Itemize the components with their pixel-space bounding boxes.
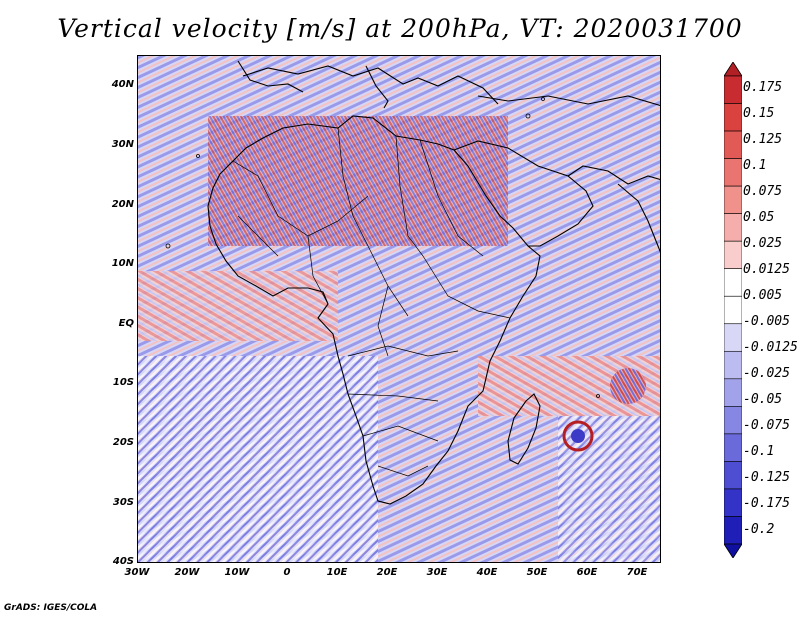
persian-gulf-coastline bbox=[567, 165, 660, 185]
colorbar-label-8: 0.005 bbox=[743, 288, 783, 303]
colorbar-label-2: 0.125 bbox=[743, 132, 783, 147]
arabia-coastline bbox=[453, 140, 594, 247]
lat-label-10s: 10S bbox=[112, 377, 134, 388]
lon-label-50e: 50E bbox=[526, 567, 548, 578]
colorbar-segment bbox=[724, 185, 742, 214]
colorbar-label-5: 0.05 bbox=[743, 210, 775, 225]
colorbar-label-0: 0.175 bbox=[743, 80, 783, 95]
colorbar-segment bbox=[724, 488, 742, 517]
europe-coastline bbox=[242, 65, 499, 105]
colorbar-label-10: -0.0125 bbox=[743, 340, 798, 355]
lon-label-10w: 10W bbox=[224, 567, 250, 578]
colorbar-segment bbox=[724, 213, 742, 242]
colorbar-segment bbox=[724, 378, 742, 407]
colorbar-top-arrow bbox=[724, 62, 742, 77]
colorbar-label-3: 0.1 bbox=[743, 158, 767, 173]
lat-label-30s: 30S bbox=[112, 497, 134, 508]
colorbar-bottom-arrow bbox=[724, 543, 742, 558]
colorbar-label-16: -0.175 bbox=[743, 496, 790, 511]
colorbar-segment bbox=[724, 350, 742, 380]
colorbar bbox=[724, 62, 742, 558]
colorbar-label-9: -0.005 bbox=[743, 314, 790, 329]
madagascar-coastline bbox=[507, 393, 541, 465]
lon-label-30w: 30W bbox=[124, 567, 150, 578]
map-title: Vertical velocity [m/s] at 200hPa, VT: 2… bbox=[57, 14, 743, 43]
lat-label-40n: 40N bbox=[111, 79, 134, 90]
negative-velocity-region bbox=[138, 356, 378, 562]
colorbar-label-14: -0.1 bbox=[743, 444, 775, 459]
colorbar-segment bbox=[724, 240, 742, 270]
colorbar-label-11: -0.025 bbox=[743, 366, 790, 381]
iberia-coastline bbox=[237, 60, 304, 93]
colorbar-segment bbox=[724, 75, 742, 104]
colorbar-segment bbox=[724, 433, 742, 462]
colorbar-segment bbox=[724, 323, 742, 352]
lon-label-60e: 60E bbox=[576, 567, 598, 578]
colorbar-label-15: -0.125 bbox=[743, 470, 790, 485]
cyclone-marker bbox=[562, 420, 594, 452]
country-borders bbox=[232, 127, 511, 477]
india-coastline bbox=[617, 183, 660, 253]
colorbar-segment bbox=[724, 103, 742, 132]
italy-coastline bbox=[365, 65, 389, 109]
lat-label-20s: 20S bbox=[112, 437, 134, 448]
lat-label-30n: 30N bbox=[111, 139, 134, 150]
cyclone-core bbox=[571, 429, 585, 443]
lon-label-20e: 20E bbox=[376, 567, 398, 578]
positive-velocity-band bbox=[138, 271, 338, 341]
colorbar-segment bbox=[724, 130, 742, 159]
vertical-velocity-map bbox=[138, 56, 660, 562]
colorbar-segment bbox=[724, 516, 742, 545]
colorbar-label-17: -0.2 bbox=[743, 522, 775, 537]
lat-label-40s: 40S bbox=[112, 556, 134, 567]
colorbar-segment bbox=[724, 268, 742, 297]
lon-label-20w: 20W bbox=[174, 567, 200, 578]
lat-label-10n: 10N bbox=[111, 258, 134, 269]
lon-label-40e: 40E bbox=[476, 567, 498, 578]
sahara-strong-band bbox=[208, 116, 508, 246]
map-panel bbox=[137, 55, 661, 563]
colorbar-label-7: 0.0125 bbox=[743, 262, 790, 277]
colorbar-label-6: 0.025 bbox=[743, 236, 783, 251]
islands bbox=[165, 97, 600, 398]
lon-label-30e: 30E bbox=[426, 567, 448, 578]
colorbar-label-12: -0.05 bbox=[743, 392, 783, 407]
colorbar-label-1: 0.15 bbox=[743, 106, 775, 121]
credit-text: GrADS: IGES/COLA bbox=[4, 603, 98, 613]
middle-east-coastline bbox=[477, 95, 660, 106]
colorbar-label-4: 0.075 bbox=[743, 184, 783, 199]
lon-label-70e: 70E bbox=[626, 567, 648, 578]
colorbar-segment bbox=[724, 461, 742, 490]
lon-label-0: 0 bbox=[283, 567, 291, 578]
colorbar-label-13: -0.075 bbox=[743, 418, 790, 433]
colorbar-segment bbox=[724, 158, 742, 187]
colorbar-segment bbox=[724, 406, 742, 435]
colorbar-segment bbox=[724, 295, 742, 325]
lat-label-20n: 20N bbox=[111, 199, 134, 210]
strong-cell-east bbox=[610, 368, 646, 404]
lon-label-10e: 10E bbox=[326, 567, 348, 578]
lat-label-eq: EQ bbox=[118, 318, 134, 329]
